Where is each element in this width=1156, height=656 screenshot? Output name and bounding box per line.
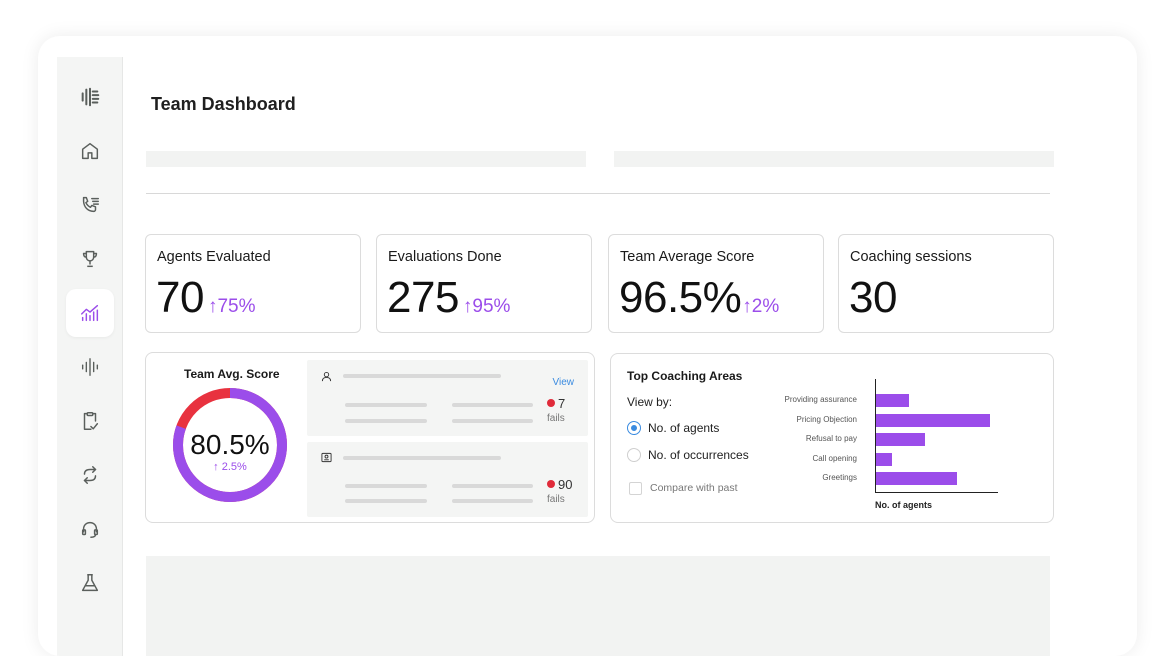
fails-label: fails <box>547 413 565 424</box>
gauge-delta: ↑ 2.5% <box>213 461 247 473</box>
kpi-value: 70 ↑75% <box>156 273 255 323</box>
gauge-ring <box>173 388 287 502</box>
waveform-icon[interactable] <box>66 343 114 391</box>
alert-icon <box>547 399 555 407</box>
content-placeholder <box>146 556 1050 656</box>
kpi-label: Agents Evaluated <box>157 249 271 265</box>
kpi-delta: ↑2% <box>742 296 780 317</box>
kpi-number: 275 <box>387 273 459 322</box>
text-placeholder <box>452 419 533 423</box>
kpi-card-coaching-sessions[interactable]: Coaching sessions 30 <box>838 234 1054 333</box>
kpi-delta: ↑75% <box>207 296 256 317</box>
bar-label: Call opening <box>812 453 857 463</box>
kpi-card-evaluations-done[interactable]: Evaluations Done 275 ↑95% <box>376 234 592 333</box>
radio-occurrences-label[interactable]: No. of occurrences <box>648 448 749 462</box>
text-placeholder <box>452 499 533 503</box>
x-axis <box>875 492 998 493</box>
bar-label: Providing assurance <box>784 395 857 404</box>
radio-occurrences[interactable] <box>627 448 641 462</box>
kpi-number: 30 <box>849 273 897 322</box>
bar[interactable] <box>876 472 958 486</box>
compare-label[interactable]: Compare with past <box>650 482 738 494</box>
bar-label: Pricing Objection <box>796 414 857 424</box>
filter-placeholder-left <box>146 151 586 167</box>
headset-icon[interactable] <box>66 505 114 553</box>
trophy-icon[interactable] <box>66 235 114 283</box>
filter-placeholder-right <box>614 151 1054 167</box>
kpi-label: Coaching sessions <box>850 249 972 265</box>
bar[interactable] <box>876 394 909 407</box>
kpi-delta: ↑95% <box>462 296 511 317</box>
text-placeholder <box>345 403 427 407</box>
radio-agents[interactable] <box>627 421 641 435</box>
gauge-title: Team Avg. Score <box>184 367 280 381</box>
sync-icon[interactable] <box>66 451 114 499</box>
view-link[interactable]: View <box>552 377 575 388</box>
bar-label: Refusal to pay <box>805 434 857 444</box>
fails-number: 90 <box>558 477 573 492</box>
page-title: Team Dashboard <box>151 94 296 114</box>
y-axis <box>875 379 876 492</box>
coaching-title: Top Coaching Areas <box>627 369 743 383</box>
fails-count: 7 <box>547 396 565 411</box>
compare-checkbox[interactable] <box>629 482 642 495</box>
text-placeholder <box>345 499 427 503</box>
bar[interactable] <box>876 413 990 427</box>
home-icon[interactable] <box>66 127 114 175</box>
text-placeholder <box>345 419 427 423</box>
calls-icon[interactable] <box>66 181 114 229</box>
score-gauge <box>173 388 287 502</box>
text-placeholder <box>343 456 501 460</box>
flask-icon[interactable] <box>66 559 114 607</box>
clipboard-check-icon[interactable] <box>66 397 114 445</box>
coaching-card: Top Coaching Areas View by: No. of agent… <box>610 353 1054 523</box>
kpi-card-agents-evaluated[interactable]: Agents Evaluated 70 ↑75% <box>145 234 361 333</box>
divider <box>146 193 1050 194</box>
id-card-icon <box>321 452 332 463</box>
radio-agents-label[interactable]: No. of agents <box>648 421 720 435</box>
bar[interactable] <box>876 433 925 447</box>
x-axis-title: No. of agents <box>875 500 933 510</box>
alert-icon <box>547 480 555 488</box>
view-by-label: View by: <box>627 395 673 409</box>
kpi-value: 275 ↑95% <box>387 273 510 323</box>
score-panel-agent[interactable]: View 7 fails <box>307 360 588 436</box>
analytics-icon[interactable] <box>66 289 114 337</box>
kpi-number: 96.5% <box>619 273 742 322</box>
fails-count: 90 <box>547 477 572 492</box>
app-window: Team Dashboard Agents Evaluated 70 ↑75% E… <box>38 36 1137 656</box>
sidebar <box>57 57 123 656</box>
kpi-value: 30 <box>849 273 901 323</box>
text-placeholder <box>452 484 533 488</box>
score-panel-evaluation[interactable]: 90 fails <box>307 442 588 517</box>
kpi-label: Team Average Score <box>620 249 755 265</box>
kpi-value: 96.5%↑2% <box>619 273 779 323</box>
fails-number: 7 <box>558 396 566 411</box>
logo-icon[interactable] <box>66 73 114 121</box>
text-placeholder <box>343 374 501 378</box>
kpi-label: Evaluations Done <box>388 249 502 265</box>
user-icon <box>321 372 332 382</box>
bar-label: Greetings <box>822 473 857 483</box>
kpi-card-team-average-score[interactable]: Team Average Score 96.5%↑2% <box>608 234 824 333</box>
team-score-card: Team Avg. Score 80.5% ↑ 2.5% View 7 fail… <box>145 352 595 523</box>
gauge-value: 80.5% <box>190 429 270 460</box>
kpi-number: 70 <box>156 273 204 322</box>
text-placeholder <box>345 484 427 488</box>
fails-label: fails <box>547 494 565 505</box>
text-placeholder <box>452 403 533 407</box>
bar[interactable] <box>876 452 893 466</box>
